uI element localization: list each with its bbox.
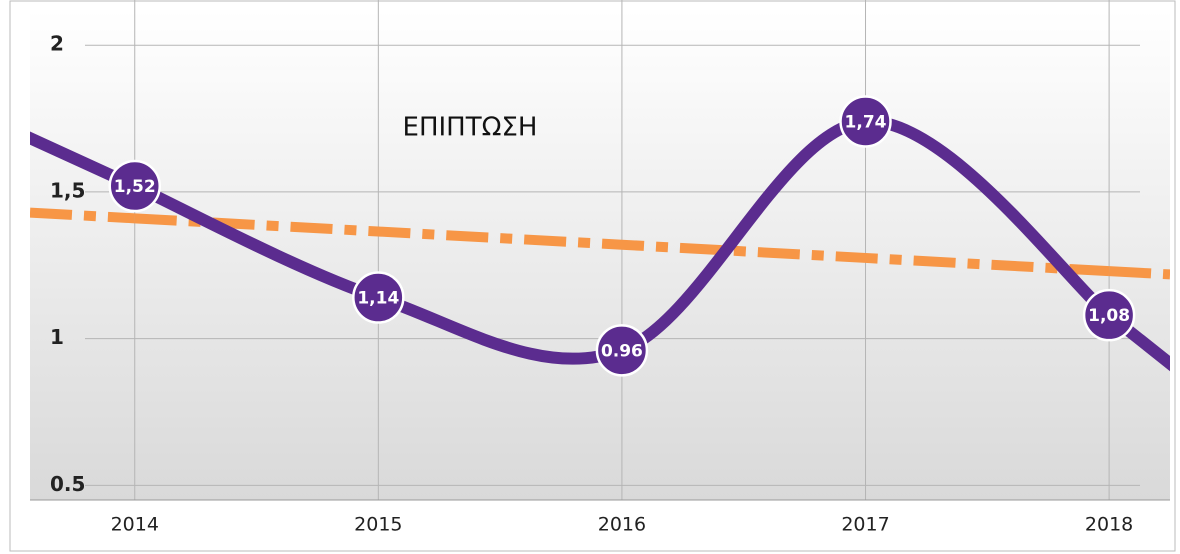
x-tick-label: 2016 xyxy=(598,514,646,536)
frame xyxy=(9,0,1176,552)
point-marker xyxy=(108,159,161,213)
chart-title: ΕΠΙΠΤΩΣΗ xyxy=(403,113,538,143)
y-tick-label: 1,5 xyxy=(50,178,85,202)
y-tick-label: 0.5 xyxy=(50,472,85,496)
data-label: 1,52 xyxy=(114,177,156,197)
point-marker xyxy=(839,95,892,148)
data-label: 0.96 xyxy=(601,341,643,361)
x-tick-label: 2017 xyxy=(841,514,889,536)
data-label: 1,74 xyxy=(845,112,887,132)
data-label: 1,14 xyxy=(357,289,399,309)
point-marker xyxy=(1082,288,1136,342)
data-label: 1,08 xyxy=(1088,306,1130,326)
y-tick-label: 1 xyxy=(50,325,64,349)
x-tick-label: 2014 xyxy=(111,514,159,536)
x-tick-label: 2018 xyxy=(1085,514,1133,536)
point-marker xyxy=(352,271,405,324)
y-tick-label: 2 xyxy=(50,32,64,56)
x-tick-label: 2015 xyxy=(354,514,402,536)
plot-area xyxy=(30,10,1170,500)
trend-extension xyxy=(30,207,1170,280)
trend-line xyxy=(134,213,1110,277)
point-marker xyxy=(595,324,649,377)
